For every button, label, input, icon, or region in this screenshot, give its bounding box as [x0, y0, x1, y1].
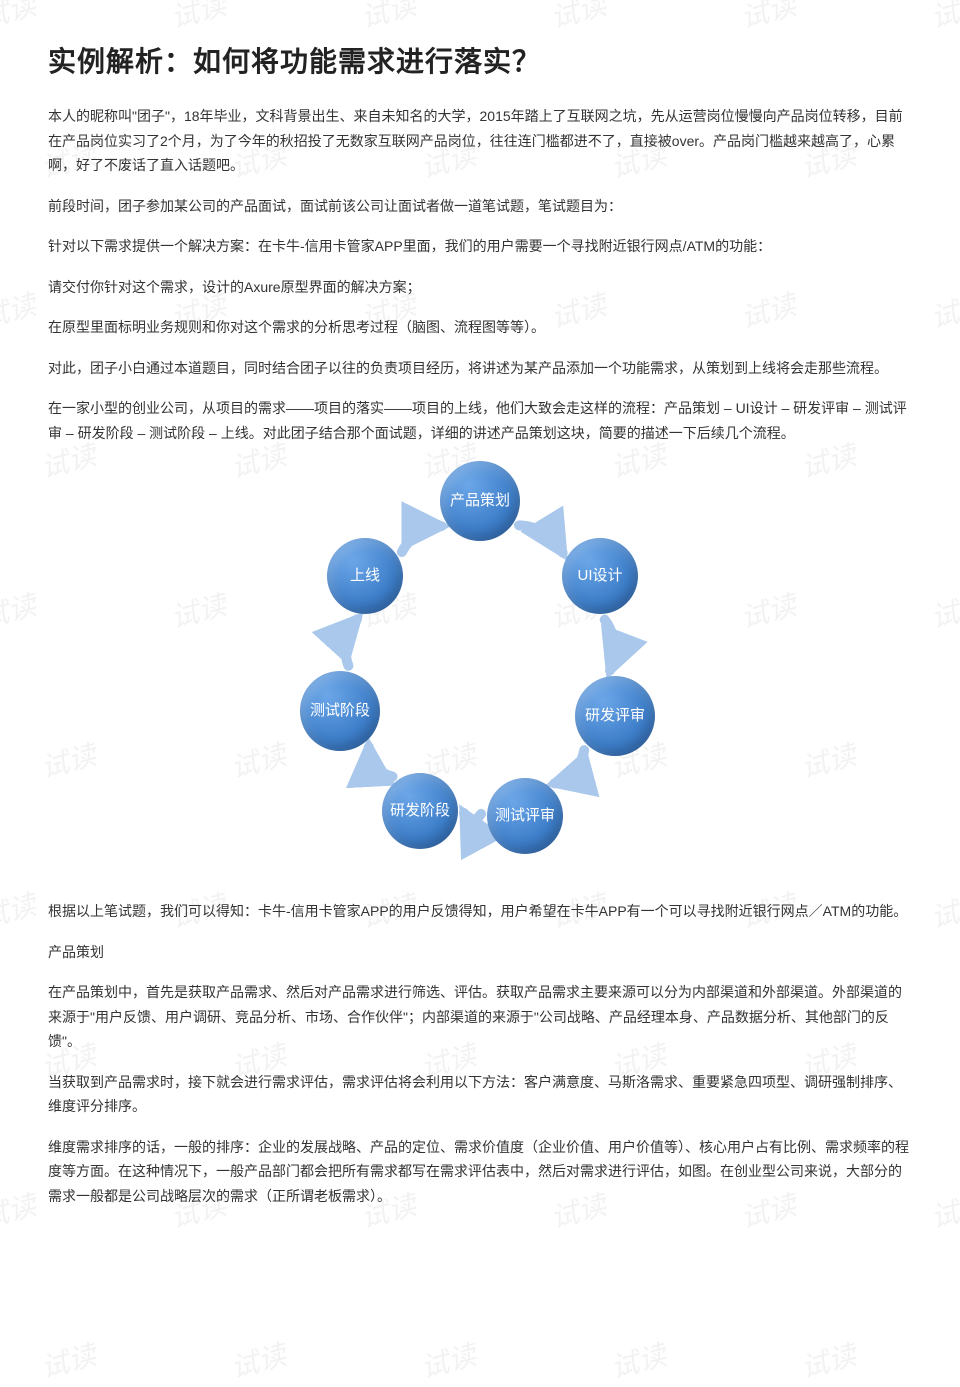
cycle-diagram-container: 产品策划 UI设计研发评审测试评审研发阶段测试阶段 上线 [48, 461, 912, 881]
cycle-diagram: 产品策划 UI设计研发评审测试评审研发阶段测试阶段 上线 [270, 461, 690, 881]
paragraph: 在一家小型的创业公司，从项目的需求——项目的落实——项目的上线，他们大致会走这样… [48, 396, 912, 445]
watermark-text: 试读 [36, 1333, 100, 1386]
paragraph: 前段时间，团子参加某公司的产品面试，面试前该公司让面试者做一道笔试题，笔试题目为… [48, 194, 912, 219]
watermark-text: 试读 [226, 1333, 290, 1386]
cycle-node: 测试阶段 [300, 671, 380, 751]
cycle-node: 测试评审 [487, 778, 563, 854]
section-heading: 产品策划 [48, 940, 912, 965]
paragraph: 维度需求排序的话，一般的排序：企业的发展战略、产品的定位、需求价值度（企业价值、… [48, 1135, 912, 1209]
paragraph: 在原型里面标明业务规则和你对这个需求的分析思考过程（脑图、流程图等等）。 [48, 315, 912, 340]
cycle-node: 研发评审 [575, 676, 655, 756]
watermark-text: 试读 [416, 1333, 480, 1386]
paragraph: 对此，团子小白通过本道题目，同时结合团子以往的负责项目经历，将讲述为某产品添加一… [48, 356, 912, 381]
cycle-node: 研发阶段 [382, 773, 458, 849]
paragraph: 根据以上笔试题，我们可以得知：卡牛-信用卡管家APP的用户反馈得知，用户希望在卡… [48, 899, 912, 924]
paragraph: 请交付你针对这个需求，设计的Axure原型界面的解决方案； [48, 275, 912, 300]
paragraph: 针对以下需求提供一个解决方案：在卡牛-信用卡管家APP里面，我们的用户需要一个寻… [48, 234, 912, 259]
paragraph: 本人的昵称叫"团子"，18年毕业，文科背景出生、来自未知名的大学，2015年踏上… [48, 104, 912, 178]
paragraph: 当获取到产品需求时，接下就会进行需求评估，需求评估将会利用以下方法：客户满意度、… [48, 1070, 912, 1119]
watermark-text: 试读 [606, 1333, 670, 1386]
paragraph: 在产品策划中，首先是获取产品需求、然后对产品需求进行筛选、评估。获取产品需求主要… [48, 980, 912, 1054]
document-content: 实例解析：如何将功能需求进行落实？ 本人的昵称叫"团子"，18年毕业，文科背景出… [0, 0, 960, 1244]
page-title: 实例解析：如何将功能需求进行落实？ [48, 40, 912, 80]
watermark-text: 试读 [796, 1333, 860, 1386]
cycle-node: UI设计 [562, 538, 638, 614]
cycle-node: 上线 [327, 538, 403, 614]
cycle-node: 产品策划 [440, 461, 520, 541]
